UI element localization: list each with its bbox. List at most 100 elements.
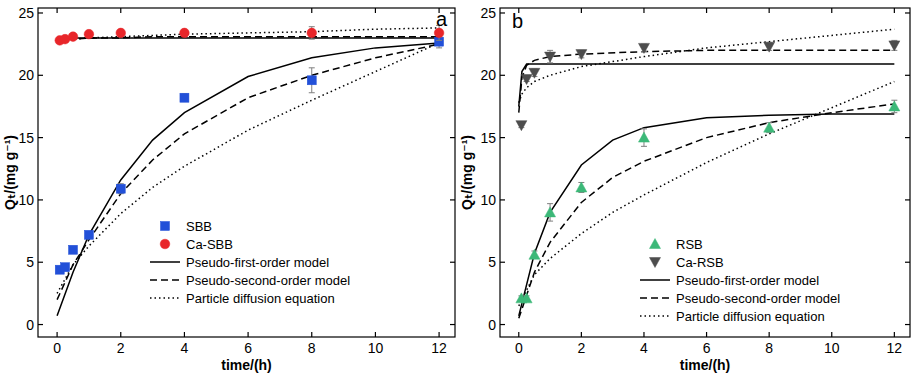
data-point	[545, 207, 556, 217]
x-tick-top	[375, 8, 376, 13]
y-tick-right	[905, 75, 910, 76]
plot-area	[516, 29, 900, 318]
legend-marker	[160, 239, 170, 249]
model-curve	[519, 114, 895, 316]
legend-marker	[161, 222, 170, 231]
y-tick	[500, 262, 505, 263]
y-tick-right	[450, 199, 455, 200]
y-tick-label: 25	[480, 5, 496, 21]
data-point	[116, 28, 126, 38]
y-axis-label: Qₜ/(mg g⁻¹)	[459, 135, 475, 210]
data-point	[576, 182, 587, 192]
y-tick	[500, 324, 505, 325]
error-cap	[309, 26, 315, 27]
y-tick	[500, 199, 505, 200]
legend: SBBCa-SBBPseudo-first-order modelPseudo-…	[150, 219, 350, 306]
x-tick-top	[643, 8, 644, 13]
legend-marker	[650, 258, 661, 268]
x-tick	[56, 332, 57, 337]
panel-0: 0246810120510152025time/(h)Qₜ/(mg g⁻¹)aS…	[2, 5, 455, 373]
y-tick-label: 15	[480, 130, 496, 146]
x-tick	[831, 332, 832, 337]
y-tick	[38, 324, 43, 325]
y-tick-label: 20	[18, 67, 34, 83]
x-tick	[311, 332, 312, 337]
legend-label: Ca-SBB	[186, 237, 233, 252]
y-tick-label: 15	[18, 130, 34, 146]
data-point	[116, 184, 125, 193]
legend-line	[640, 279, 670, 281]
model-curve	[519, 82, 895, 306]
model-curve	[519, 50, 895, 112]
y-tick-label: 25	[18, 5, 34, 21]
y-axis-label: Qₜ/(mg g⁻¹)	[2, 135, 18, 210]
y-tick	[500, 75, 505, 76]
model-curve	[57, 43, 439, 293]
x-tick-top	[706, 8, 707, 13]
x-tick	[184, 332, 185, 337]
data-point	[180, 28, 190, 38]
data-point	[764, 122, 775, 132]
y-tick-right	[450, 12, 455, 13]
figure: 0246810120510152025time/(h)Qₜ/(mg g⁻¹)aS…	[0, 0, 916, 374]
plot-area	[55, 25, 444, 315]
panel-label: b	[512, 10, 523, 32]
data-point	[764, 42, 775, 52]
data-point	[521, 293, 532, 303]
x-tick-label: 10	[824, 340, 840, 356]
y-tick-label: 0	[488, 317, 496, 333]
legend-label: Pseudo-first-order model	[676, 273, 819, 288]
x-tick-label: 8	[308, 340, 316, 356]
y-tick-right	[450, 324, 455, 325]
data-point	[68, 32, 78, 42]
x-tick-top	[120, 8, 121, 13]
data-point	[521, 75, 532, 85]
x-tick-top	[311, 8, 312, 13]
error-cap	[309, 67, 315, 68]
y-tick-right	[905, 324, 910, 325]
data-point	[516, 121, 527, 131]
model-curve	[519, 29, 895, 103]
legend-label: Pseudo-second-order model	[676, 291, 840, 306]
y-tick-right	[450, 137, 455, 138]
y-tick-label: 20	[480, 67, 496, 83]
x-tick	[643, 332, 644, 337]
error-cap	[891, 112, 897, 113]
x-tick	[247, 332, 248, 337]
model-curve	[57, 44, 439, 299]
x-tick	[438, 332, 439, 337]
legend-label: Pseudo-first-order model	[186, 255, 329, 270]
data-point	[529, 68, 540, 78]
y-tick-right	[905, 137, 910, 138]
x-tick-label: 4	[181, 340, 189, 356]
x-tick	[120, 332, 121, 337]
x-tick	[518, 332, 519, 337]
x-tick-top	[769, 8, 770, 13]
plot-frame	[38, 8, 455, 337]
data-point	[545, 52, 556, 62]
x-tick-label: 6	[703, 340, 711, 356]
x-tick-top	[831, 8, 832, 13]
x-tick-label: 0	[515, 340, 523, 356]
legend: RSBCa-RSBPseudo-first-order modelPseudo-…	[640, 237, 840, 324]
y-tick	[38, 262, 43, 263]
y-tick-label: 10	[18, 192, 34, 208]
data-point	[638, 132, 649, 142]
y-tick	[38, 199, 43, 200]
y-tick-right	[905, 12, 910, 13]
data-point	[69, 245, 78, 254]
y-tick	[38, 137, 43, 138]
legend-label: Particle diffusion equation	[186, 291, 335, 306]
x-tick-label: 12	[887, 340, 903, 356]
y-tick-label: 0	[26, 317, 34, 333]
data-point	[638, 43, 649, 53]
x-tick	[894, 332, 895, 337]
panel-1: 0246810120510152025time/(h)Qₜ/(mg g⁻¹)bR…	[459, 5, 910, 373]
data-point	[529, 249, 540, 259]
legend-label: Ca-RSB	[676, 255, 724, 270]
y-tick-label: 5	[488, 254, 496, 270]
y-tick-right	[450, 75, 455, 76]
panel-label: a	[436, 8, 448, 30]
y-tick-right	[450, 262, 455, 263]
model-curve	[57, 37, 439, 41]
